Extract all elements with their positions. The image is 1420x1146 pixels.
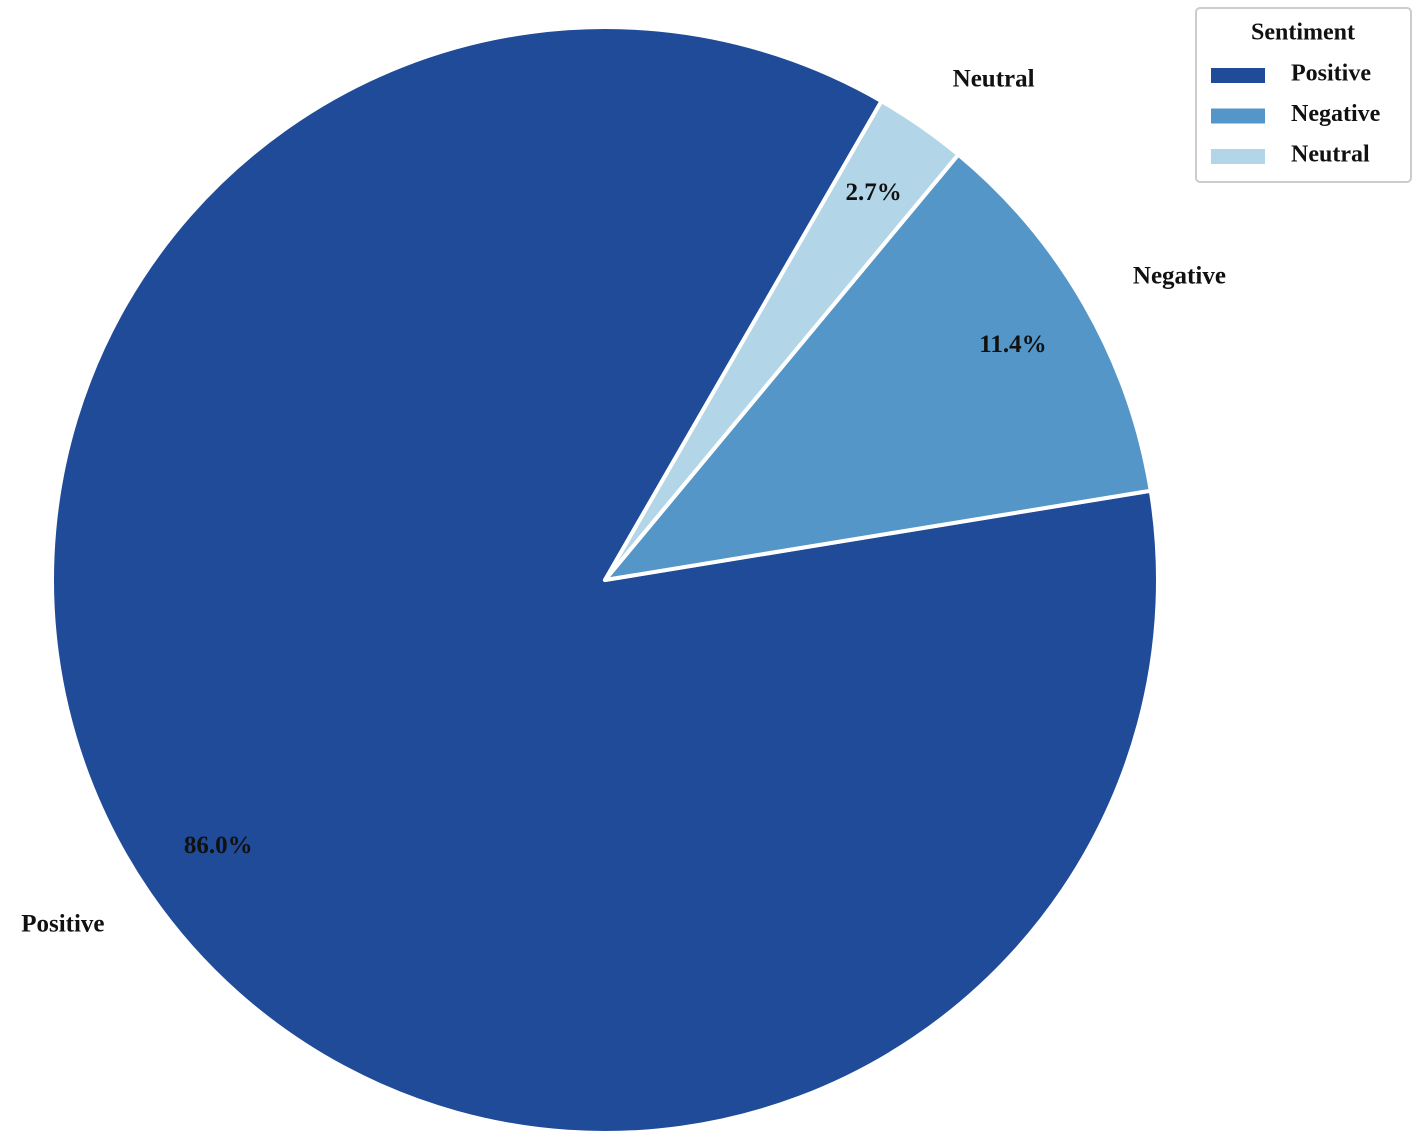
pie-slice: [603, 152, 1153, 582]
slice-label: Negative: [1133, 263, 1226, 290]
value-label: 11.4%: [979, 331, 1046, 358]
legend-swatch: [1211, 68, 1265, 83]
legend-label: Neutral: [1291, 142, 1370, 168]
legend: Sentiment Positive Negative Neutral: [1195, 7, 1412, 183]
legend-swatch: [1211, 108, 1265, 124]
legend-frame: [1195, 7, 1412, 183]
pie: [50, 25, 1160, 1135]
slice-label: Positive: [21, 911, 104, 938]
legend-title: Sentiment: [1251, 20, 1355, 46]
legend-label: Positive: [1291, 61, 1371, 87]
value-label: 2.7%: [846, 179, 902, 206]
value-label: 86.0%: [184, 832, 253, 859]
legend-label: Negative: [1291, 101, 1381, 127]
pie-slice: [603, 99, 961, 582]
legend-swatch: [1211, 149, 1265, 164]
slice-label: Neutral: [953, 66, 1035, 93]
